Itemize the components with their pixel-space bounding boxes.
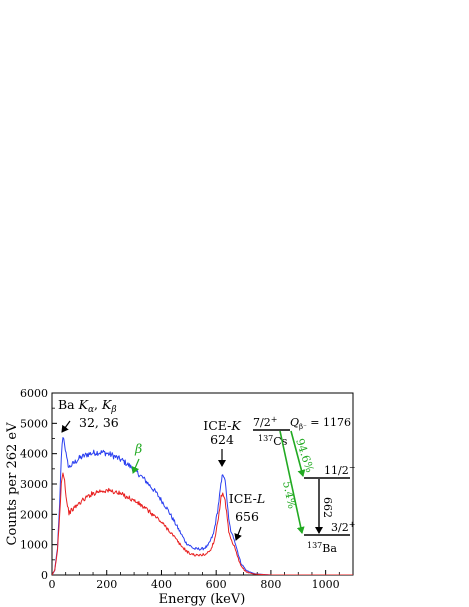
cs-spin: 7/2+ xyxy=(253,415,277,429)
branch-major-label: 94.6% xyxy=(293,437,316,474)
ba-k-energy: 32, 36 xyxy=(79,415,119,430)
y-axis-title: Counts per 262 eV xyxy=(5,422,20,546)
beta-label: β xyxy=(134,441,142,456)
series-line-0 xyxy=(52,436,353,575)
gs-spin: 3/2+ xyxy=(331,520,355,534)
x-axis-title: Energy (keV) xyxy=(159,592,246,607)
beta-arrow xyxy=(131,458,140,474)
branch-minor-label: 5.4% xyxy=(280,480,299,510)
x-tick-label: 200 xyxy=(96,578,117,591)
gamma-transition-label: 662 xyxy=(321,497,334,518)
ba-nucleus: 137Ba xyxy=(307,541,337,555)
series-line-1 xyxy=(52,472,353,575)
x-tick-label: 800 xyxy=(260,578,281,591)
y-axis-ticks: 0 1000 2000 3000 4000 5000 6000 xyxy=(20,387,57,582)
ice-l-label: ICE-L xyxy=(229,491,265,506)
minor-branch-arrow xyxy=(279,430,305,534)
x-tick-label: 600 xyxy=(206,578,227,591)
q-value: Qβ⁻ = 1176 xyxy=(290,416,351,431)
series-layer xyxy=(52,436,353,575)
x-tick-label: 400 xyxy=(151,578,172,591)
cs-nucleus: 137Cs xyxy=(258,434,288,448)
ba-k-label: Ba Kα, Kβ xyxy=(58,397,117,415)
decay-scheme: 7/2+ 137Cs Qβ⁻ = 1176 11/2− 3/2+ 137Ba 9… xyxy=(253,415,355,555)
x-tick-label: 1000 xyxy=(312,578,340,591)
ice-k-label: ICE-K xyxy=(203,418,241,433)
ice-k-energy: 624 xyxy=(210,432,234,447)
mid-spin: 11/2− xyxy=(324,463,355,477)
y-tick-label: 1000 xyxy=(20,539,48,552)
y-tick-label: 4000 xyxy=(20,448,48,461)
major-branch-arrow xyxy=(290,430,306,477)
y-tick-label: 5000 xyxy=(20,417,48,430)
y-tick-label: 2000 xyxy=(20,508,48,521)
x-tick-label: 0 xyxy=(49,578,56,591)
ice-l-arrow xyxy=(234,526,242,541)
y-tick-label: 0 xyxy=(41,569,48,582)
y-tick-label: 3000 xyxy=(20,478,48,491)
ice-l-energy: 656 xyxy=(235,509,259,524)
x-axis-ticks: 0 200 400 600 800 1000 xyxy=(49,570,354,591)
ba-k-arrow xyxy=(61,420,71,433)
y-tick-label: 6000 xyxy=(20,387,48,400)
